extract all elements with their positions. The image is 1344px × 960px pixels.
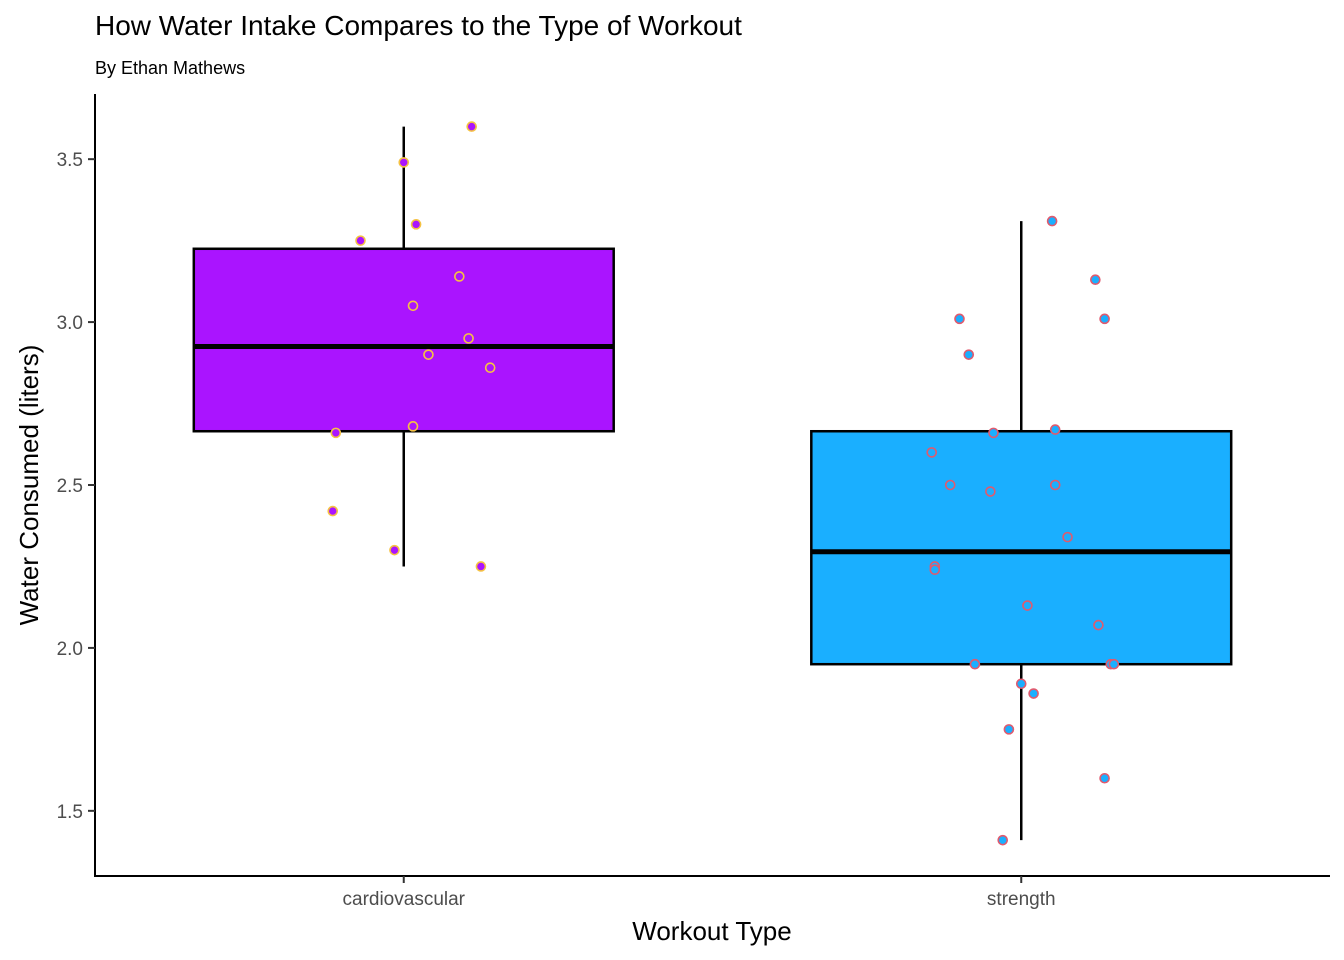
x-tick-label: strength	[987, 889, 1056, 910]
data-point	[410, 219, 422, 230]
data-point	[1090, 274, 1101, 286]
data-point	[463, 333, 474, 344]
data-point	[454, 271, 465, 282]
box-group-cardiovascular	[192, 126, 615, 567]
data-point	[997, 834, 1009, 846]
data-point	[355, 235, 366, 246]
ticks-layer: cardiovascular strength 1.5 2.0 2.5 3.0 3.5	[57, 150, 1056, 910]
data-point	[330, 427, 342, 439]
data-point	[1015, 678, 1027, 690]
data-point	[1049, 479, 1061, 491]
x-axis-title: Workout Type	[632, 916, 791, 946]
data-point	[988, 427, 999, 439]
y-tick-label: 3.5	[57, 150, 83, 171]
data-point	[969, 658, 981, 670]
data-point	[407, 300, 419, 312]
data-point	[1108, 658, 1120, 670]
y-tick-label: 3.0	[57, 313, 83, 334]
box-group-strength	[810, 221, 1233, 841]
boxes-layer	[192, 126, 1233, 841]
y-tick-label: 1.5	[57, 802, 83, 823]
x-tick-label: cardiovascular	[343, 889, 466, 910]
data-point	[423, 349, 434, 360]
data-point	[1046, 215, 1058, 227]
data-point	[1028, 688, 1039, 699]
box-iqr	[192, 247, 615, 433]
data-point	[475, 561, 487, 572]
data-point	[484, 362, 496, 374]
data-point	[963, 349, 975, 360]
data-point	[1099, 772, 1110, 784]
box-iqr	[810, 429, 1233, 666]
chart-title: How Water Intake Compares to the Type of…	[95, 10, 742, 41]
data-point	[1049, 424, 1061, 435]
data-point	[407, 421, 419, 432]
data-point	[466, 121, 477, 132]
y-tick-label: 2.5	[57, 476, 83, 497]
y-tick-label: 2.0	[57, 639, 83, 660]
data-point	[398, 157, 410, 168]
data-point	[327, 505, 339, 517]
data-point	[1099, 313, 1110, 325]
data-point	[389, 544, 400, 556]
points-layer	[327, 121, 1120, 846]
data-point	[929, 564, 941, 576]
data-point	[1003, 724, 1015, 735]
data-point	[985, 486, 996, 497]
data-point	[1093, 619, 1104, 631]
data-point	[954, 313, 965, 325]
chart-subtitle: By Ethan Mathews	[95, 58, 246, 78]
data-point	[944, 479, 956, 491]
data-point	[926, 447, 938, 458]
data-point	[1022, 600, 1033, 611]
data-point	[1062, 531, 1073, 543]
y-axis-title: Water Consumed (liters)	[14, 345, 44, 626]
